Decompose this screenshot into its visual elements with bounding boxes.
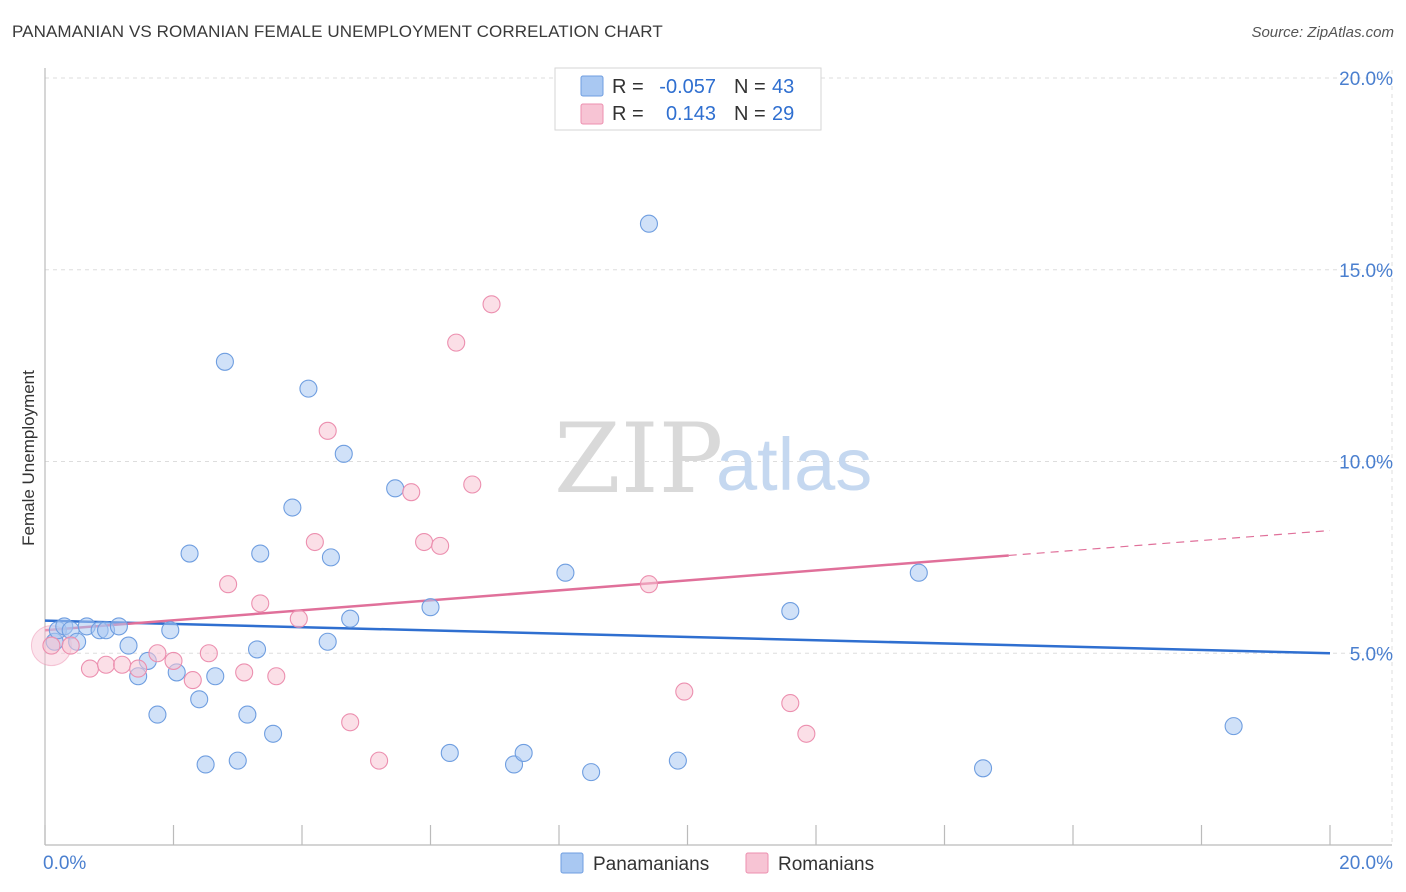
point-romanians (164, 651, 183, 670)
point-panamanians (781, 602, 800, 621)
bottom-legend: Panamanians Romanians (560, 852, 874, 875)
data-points (30, 214, 1243, 782)
point-panamanians (514, 743, 533, 763)
point-romanians (251, 594, 270, 613)
legend-n-value-0: 43 (772, 76, 794, 98)
point-romanians (235, 663, 254, 682)
watermark-zip: ZIP (554, 403, 723, 515)
x-tick-label: 0.0% (43, 853, 86, 874)
point-panamanians (283, 498, 302, 517)
point-panamanians (264, 724, 283, 743)
trend-lines (44, 529, 1331, 655)
bottom-legend-swatch-romanians (745, 852, 769, 874)
point-panamanians (228, 751, 247, 770)
trend-line-romanians (44, 554, 1009, 632)
point-panamanians (556, 563, 575, 582)
point-panamanians (440, 743, 459, 763)
point-panamanians (206, 667, 225, 686)
point-romanians (42, 636, 61, 655)
point-romanians (797, 724, 816, 743)
y-tick-label: 10.0% (1339, 453, 1393, 474)
point-panamanians (973, 759, 993, 778)
y-axis-label: Female Unemployment (19, 370, 38, 546)
y-tick-label: 15.0% (1339, 261, 1393, 282)
point-panamanians (321, 548, 340, 567)
point-panamanians (909, 563, 928, 582)
point-panamanians (180, 544, 199, 563)
point-panamanians (148, 705, 167, 724)
point-romanians (113, 655, 132, 674)
bottom-legend-label-romanians: Romanians (778, 854, 874, 875)
source-label: Source: ZipAtlas.com (1251, 24, 1394, 41)
legend-n-value-1: 29 (772, 103, 794, 125)
point-romanians (199, 644, 218, 663)
point-romanians (305, 532, 324, 552)
x-tick-labels: 0.0% 20.0% (43, 853, 1393, 874)
point-romanians (675, 682, 694, 701)
point-panamanians (668, 751, 687, 770)
point-panamanians (318, 632, 337, 651)
stats-legend: R = -0.057 N = 43 R = 0.143 N = 29 (554, 67, 822, 131)
legend-n-label-1: N = (734, 103, 766, 125)
trend-line-panamanians (44, 619, 1331, 655)
grid-lines (45, 70, 1393, 845)
legend-r-label-0: R = (612, 76, 644, 98)
point-panamanians (119, 636, 138, 655)
watermark-atlas: atlas (716, 423, 872, 506)
chart-title: PANAMANIAN VS ROMANIAN FEMALE UNEMPLOYME… (12, 22, 663, 41)
point-romanians (781, 694, 800, 713)
point-romanians (80, 659, 100, 678)
point-romanians (639, 575, 659, 594)
x-tick-label: 20.0% (1339, 853, 1393, 874)
bottom-legend-swatch-panamanians (560, 852, 584, 874)
point-panamanians (196, 755, 215, 774)
point-panamanians (1224, 717, 1243, 736)
point-romanians (61, 636, 80, 655)
y-tick-label: 5.0% (1350, 644, 1393, 665)
point-romanians (148, 644, 167, 663)
point-romanians (96, 655, 116, 674)
legend-r-value-0: -0.057 (659, 76, 716, 98)
legend-swatch-romanians (580, 103, 604, 125)
point-romanians (183, 671, 202, 690)
point-panamanians (334, 444, 353, 463)
point-panamanians (299, 379, 318, 398)
trend-line-extension-romanians (1008, 529, 1331, 557)
point-romanians (289, 609, 308, 628)
point-romanians (482, 295, 501, 314)
legend-swatch-panamanians (580, 75, 604, 97)
point-romanians (402, 483, 421, 502)
point-panamanians (341, 609, 360, 628)
point-panamanians (251, 544, 270, 563)
point-panamanians (215, 352, 234, 371)
axes (44, 68, 1392, 846)
point-romanians (267, 667, 286, 686)
point-panamanians (582, 763, 601, 782)
point-romanians (431, 536, 450, 555)
y-tick-labels: 5.0% 10.0% 15.0% 20.0% (1339, 69, 1393, 665)
point-panamanians (109, 617, 128, 636)
y-tick-label: 20.0% (1339, 69, 1393, 90)
point-romanians (219, 575, 238, 594)
point-romanians (463, 475, 482, 494)
point-panamanians (238, 705, 257, 724)
point-romanians (447, 333, 466, 352)
point-panamanians (247, 640, 267, 659)
point-romanians (341, 713, 360, 732)
point-romanians (318, 421, 337, 440)
point-romanians (129, 659, 148, 678)
point-panamanians (386, 479, 405, 498)
point-romanians (370, 751, 389, 770)
point-romanians (415, 532, 434, 552)
bottom-legend-label-panamanians: Panamanians (593, 854, 709, 875)
legend-n-label-0: N = (734, 76, 766, 98)
point-panamanians (639, 214, 659, 233)
legend-r-label-1: R = (612, 103, 644, 125)
watermark: ZIP atlas (554, 403, 872, 515)
legend-r-value-1: 0.143 (666, 103, 716, 125)
point-panamanians (161, 621, 180, 640)
point-panamanians (190, 690, 209, 709)
point-panamanians (421, 598, 440, 617)
